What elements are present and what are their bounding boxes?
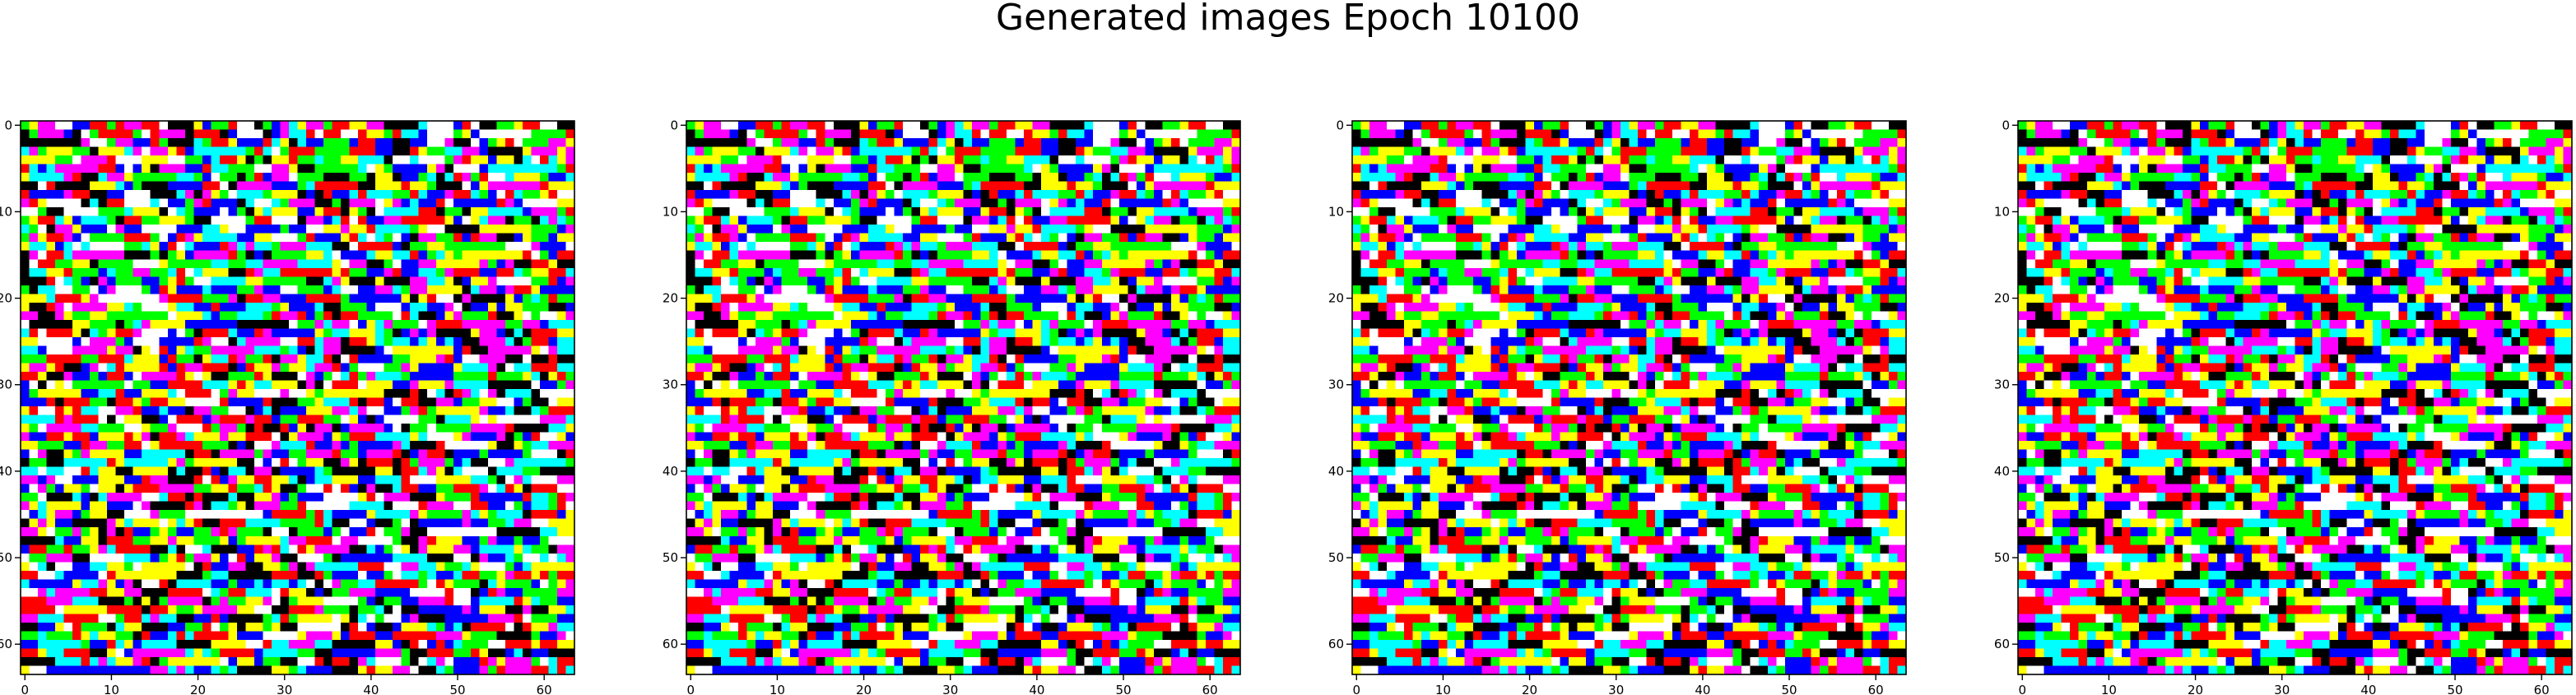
x-tick-label: 10 [104,683,119,695]
x-tick-label: 20 [190,683,206,695]
y-tick-label: 10 [1328,204,1344,219]
subplot-3: 0 10 20 30 40 50 60 0 10 20 30 40 50 60 [1328,118,1907,695]
y-tick-label: 20 [663,291,678,306]
x-tick-label: 60 [2534,683,2550,695]
generated-image [1352,121,1907,675]
axes-frame [1351,120,1907,675]
axes-frame [2017,120,2573,675]
x-tick-label: 30 [2274,683,2290,695]
x-tick-label: 10 [1435,683,1451,695]
figure-title: Generated images Epoch 10100 [995,0,1581,39]
y-tick-label: 40 [663,464,678,479]
y-tick-label: 50 [1994,550,2010,565]
y-tick-label: 0 [1336,118,1344,132]
x-tick-label: 10 [770,683,785,695]
x-tick-label: 20 [856,683,872,695]
subplot-2: 0 10 20 30 40 50 60 0 10 20 30 40 50 60 [663,118,1241,695]
y-tick-label: 20 [1994,291,2010,306]
x-tick-label: 0 [1352,683,1360,695]
y-tick-label: 0 [670,118,678,132]
y-tick-label: 50 [0,550,12,565]
y-tick-label: 40 [1994,464,2010,479]
x-tick-label: 20 [2188,683,2203,695]
x-tick-label: 30 [277,683,292,695]
y-tick-label: 50 [663,550,678,565]
x-tick-label: 10 [2101,683,2117,695]
y-tick-label: 60 [1328,637,1344,651]
y-tick-label: 10 [1994,204,2010,219]
x-tick-label: 60 [1868,683,1884,695]
axes-frame [686,120,1241,675]
y-tick-label: 60 [1994,637,2010,651]
y-tick-label: 30 [1994,378,2010,392]
y-tick-label: 40 [1328,464,1344,479]
x-tick-label: 20 [1522,683,1537,695]
x-tick-label: 40 [2360,683,2376,695]
x-tick-label: 0 [2018,683,2026,695]
subplot-4: 0 10 20 30 40 50 60 0 10 20 30 40 50 60 [1994,118,2573,695]
x-tick-label: 50 [2447,683,2462,695]
x-tick-label: 50 [449,683,465,695]
x-tick-label: 0 [21,683,29,695]
axes-frame [20,120,575,675]
y-tick-label: 10 [663,204,678,219]
x-tick-label: 30 [1608,683,1624,695]
generated-image [686,121,1241,675]
x-tick-label: 50 [1115,683,1131,695]
y-tick-label: 0 [2002,118,2010,132]
generated-image [21,121,575,675]
x-tick-label: 40 [1029,683,1044,695]
y-tick-label: 30 [1328,378,1344,392]
y-tick-label: 10 [0,204,12,219]
y-tick-label: 60 [663,637,678,651]
x-tick-label: 0 [686,683,695,695]
x-tick-label: 30 [942,683,958,695]
generated-image [2018,121,2573,675]
subplot-1: 0 10 20 30 40 50 60 0 10 20 30 40 50 60 [0,118,575,695]
x-tick-label: 50 [1781,683,1797,695]
y-tick-label: 20 [0,291,12,306]
x-tick-label: 40 [1695,683,1710,695]
x-tick-label: 60 [537,683,552,695]
y-tick-label: 0 [4,118,12,132]
y-tick-label: 30 [0,378,12,392]
y-tick-label: 30 [663,378,678,392]
y-tick-label: 60 [0,637,12,651]
y-tick-label: 20 [1328,291,1344,306]
x-tick-label: 60 [1202,683,1218,695]
x-tick-label: 40 [363,683,379,695]
y-tick-label: 40 [0,464,12,479]
y-tick-label: 50 [1328,550,1344,565]
